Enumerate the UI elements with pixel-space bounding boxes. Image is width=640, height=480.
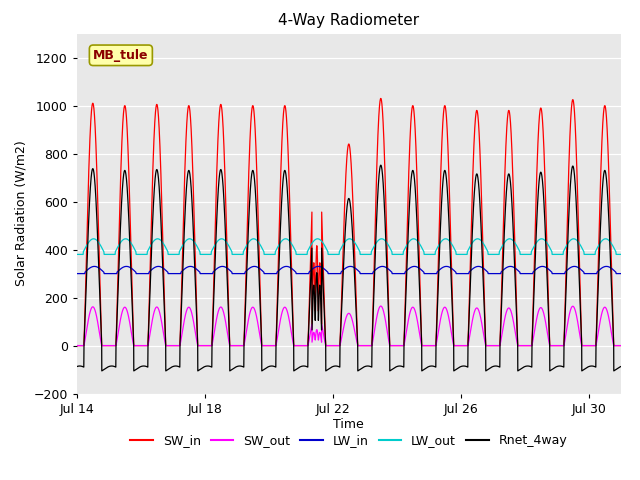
SW_out xyxy=(159,330,167,336)
LW_out xyxy=(407,237,415,243)
Rnet_4way xyxy=(123,176,131,182)
SW_in xyxy=(159,264,167,270)
Rnet_4way xyxy=(617,364,625,370)
LW_in xyxy=(461,271,469,276)
SW_in xyxy=(401,299,409,304)
LW_in xyxy=(90,264,98,269)
SW_in xyxy=(122,113,130,119)
SW_out xyxy=(186,306,194,312)
SW_out xyxy=(377,303,385,309)
Line: Rnet_4way: Rnet_4way xyxy=(77,165,621,371)
Line: SW_in: SW_in xyxy=(77,98,621,346)
Rnet_4way xyxy=(73,364,81,370)
LW_out xyxy=(186,236,194,242)
SW_out xyxy=(461,343,469,348)
LW_out xyxy=(123,236,131,242)
Y-axis label: Solar Radiation (W/m2): Solar Radiation (W/m2) xyxy=(15,141,28,287)
Line: LW_in: LW_in xyxy=(77,266,621,274)
SW_out xyxy=(73,343,81,348)
Legend: SW_in, SW_out, LW_in, LW_out, Rnet_4way: SW_in, SW_out, LW_in, LW_out, Rnet_4way xyxy=(125,429,572,452)
Rnet_4way xyxy=(98,368,106,374)
Text: MB_tule: MB_tule xyxy=(93,49,148,62)
LW_in xyxy=(186,264,194,269)
LW_out xyxy=(461,252,469,257)
LW_in xyxy=(401,269,409,275)
LW_out xyxy=(617,252,625,257)
Rnet_4way xyxy=(407,176,415,182)
Rnet_4way xyxy=(377,162,385,168)
LW_in xyxy=(407,264,415,270)
SW_out xyxy=(401,336,409,341)
SW_in xyxy=(73,343,81,348)
SW_in xyxy=(377,96,385,101)
LW_out xyxy=(401,245,409,251)
SW_out xyxy=(617,343,625,348)
LW_out xyxy=(160,241,168,247)
LW_in xyxy=(617,271,625,276)
LW_out xyxy=(73,252,81,257)
SW_out xyxy=(122,306,130,312)
LW_out xyxy=(90,236,97,242)
Line: SW_out: SW_out xyxy=(77,306,621,346)
LW_in xyxy=(123,264,131,269)
SW_in xyxy=(186,110,194,116)
SW_in xyxy=(461,343,469,348)
X-axis label: Time: Time xyxy=(333,419,364,432)
SW_in xyxy=(617,343,625,348)
Rnet_4way xyxy=(186,174,194,180)
SW_out xyxy=(407,307,415,312)
Rnet_4way xyxy=(160,289,168,295)
Rnet_4way xyxy=(401,308,409,313)
LW_in xyxy=(160,265,168,271)
LW_in xyxy=(73,271,81,276)
Title: 4-Way Radiometer: 4-Way Radiometer xyxy=(278,13,419,28)
Line: LW_out: LW_out xyxy=(77,239,621,254)
SW_in xyxy=(407,117,415,122)
Rnet_4way xyxy=(461,363,469,369)
